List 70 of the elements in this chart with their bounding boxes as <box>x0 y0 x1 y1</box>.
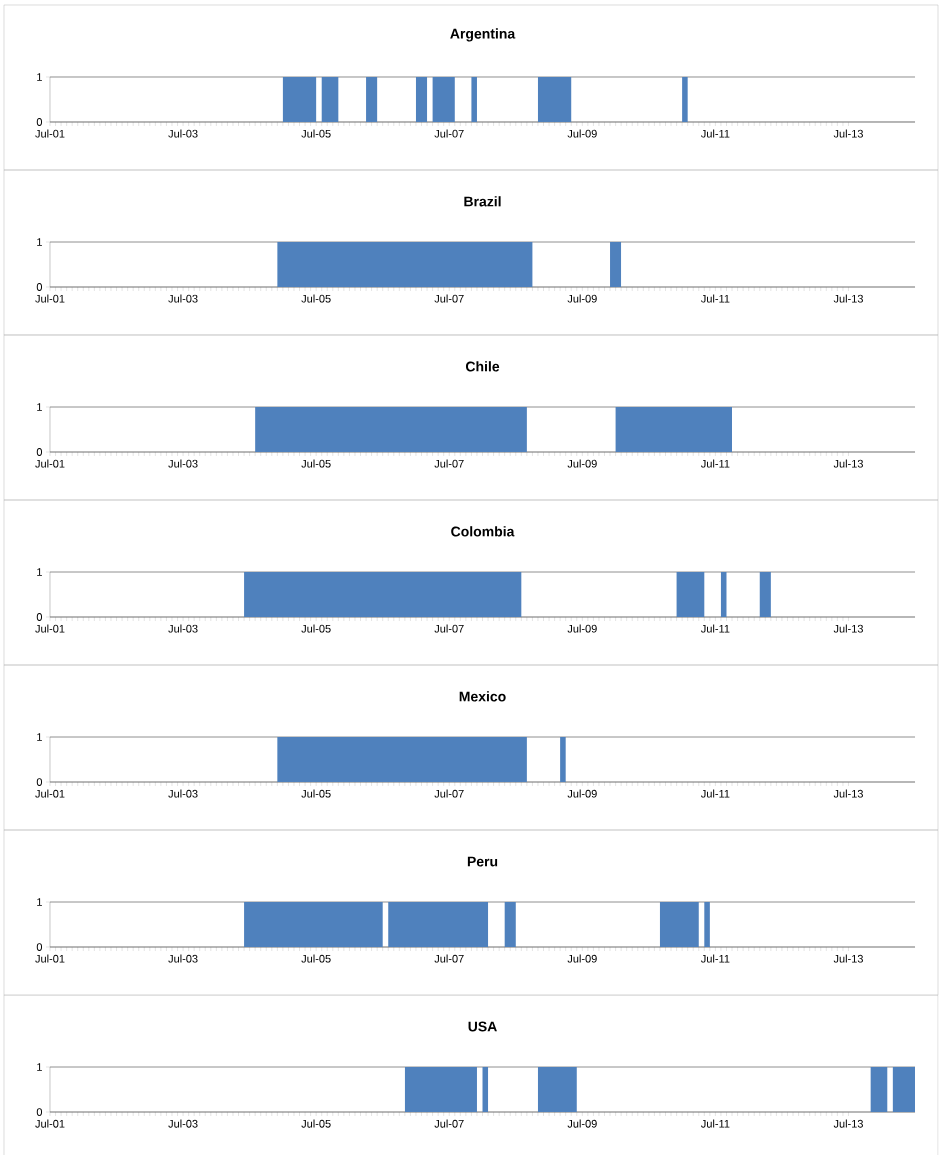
y-tick-label: 0 <box>36 943 43 951</box>
x-tick-label: Jul-05 <box>301 789 331 798</box>
x-tick-label: Jul-09 <box>567 624 597 633</box>
chart-title: Argentina <box>450 28 516 42</box>
chart-title: Mexico <box>459 691 506 702</box>
x-tick-label: Jul-03 <box>168 789 198 798</box>
x-tick-label: Jul-11 <box>701 294 730 303</box>
x-tick-label: Jul-01 <box>35 459 65 468</box>
y-tick-label: 0 <box>36 1108 43 1116</box>
x-tick-label: Jul-03 <box>168 129 198 138</box>
x-tick-label: Jul-09 <box>567 129 597 138</box>
y-tick-label: 0 <box>36 283 43 291</box>
x-tick-label: Jul-03 <box>168 459 198 468</box>
x-tick-label: Jul-13 <box>833 459 863 468</box>
chart-title: USA <box>468 1021 497 1032</box>
x-tick-label: Jul-13 <box>833 294 863 303</box>
x-tick-label: Jul-03 <box>168 294 198 303</box>
x-tick-label: Jul-11 <box>701 1119 730 1128</box>
y-tick-label: 0 <box>36 118 43 126</box>
x-tick-label: Jul-03 <box>168 624 198 633</box>
x-tick-label: Jul-07 <box>434 459 464 468</box>
x-tick-label: Jul-03 <box>168 954 198 963</box>
y-tick-label: 1 <box>37 73 42 81</box>
chart-title: Chile <box>465 361 500 372</box>
x-tick-label: Jul-07 <box>434 624 464 633</box>
x-tick-label: Jul-13 <box>833 624 863 633</box>
y-tick-label: 1 <box>37 1063 42 1071</box>
x-tick-label: Jul-05 <box>301 294 331 303</box>
x-tick-label: Jul-09 <box>567 954 597 963</box>
x-tick-label: Jul-07 <box>434 129 464 138</box>
x-tick-label: Jul-07 <box>434 1119 464 1128</box>
y-tick-label: 1 <box>37 238 42 246</box>
x-tick-label: Jul-09 <box>567 1119 597 1128</box>
y-tick-label: 1 <box>37 403 42 411</box>
y-tick-label: 1 <box>37 568 42 576</box>
x-tick-label: Jul-05 <box>301 459 331 468</box>
y-tick-label: 0 <box>36 778 43 786</box>
x-tick-label: Jul-01 <box>35 789 65 798</box>
x-tick-label: Jul-07 <box>434 954 464 963</box>
x-tick-label: Jul-05 <box>301 954 331 963</box>
x-tick-label: Jul-09 <box>567 459 597 468</box>
x-tick-label: Jul-07 <box>434 294 464 303</box>
x-tick-label: Jul-01 <box>35 1119 65 1128</box>
x-tick-label: Jul-11 <box>701 129 730 138</box>
y-tick-label: 0 <box>36 613 43 621</box>
y-tick-label: 1 <box>37 733 42 741</box>
x-tick-label: Jul-09 <box>567 789 597 798</box>
x-tick-label: Jul-11 <box>701 459 730 468</box>
x-tick-label: Jul-05 <box>301 129 331 138</box>
x-tick-label: Jul-11 <box>701 954 730 963</box>
x-tick-label: Jul-13 <box>833 129 863 138</box>
x-tick-label: Jul-05 <box>301 624 331 633</box>
x-tick-label: Jul-01 <box>35 954 65 963</box>
y-tick-label: 1 <box>37 898 42 906</box>
x-tick-label: Jul-05 <box>301 1119 331 1128</box>
chart-title: Brazil <box>464 196 501 207</box>
x-tick-label: Jul-01 <box>35 129 65 138</box>
y-tick-label: 0 <box>36 448 43 456</box>
chart-title: Peru <box>467 856 498 867</box>
x-tick-label: Jul-01 <box>35 294 65 303</box>
x-tick-label: Jul-09 <box>567 294 597 303</box>
chart-title: Colombia <box>451 526 515 537</box>
x-tick-label: Jul-13 <box>833 1119 863 1128</box>
x-tick-label: Jul-11 <box>701 624 730 633</box>
x-tick-label: Jul-13 <box>833 789 863 798</box>
x-tick-label: Jul-01 <box>35 624 65 633</box>
x-tick-label: Jul-03 <box>168 1119 198 1128</box>
x-tick-label: Jul-11 <box>701 789 730 798</box>
x-tick-label: Jul-07 <box>434 789 464 798</box>
x-tick-label: Jul-13 <box>833 954 863 963</box>
